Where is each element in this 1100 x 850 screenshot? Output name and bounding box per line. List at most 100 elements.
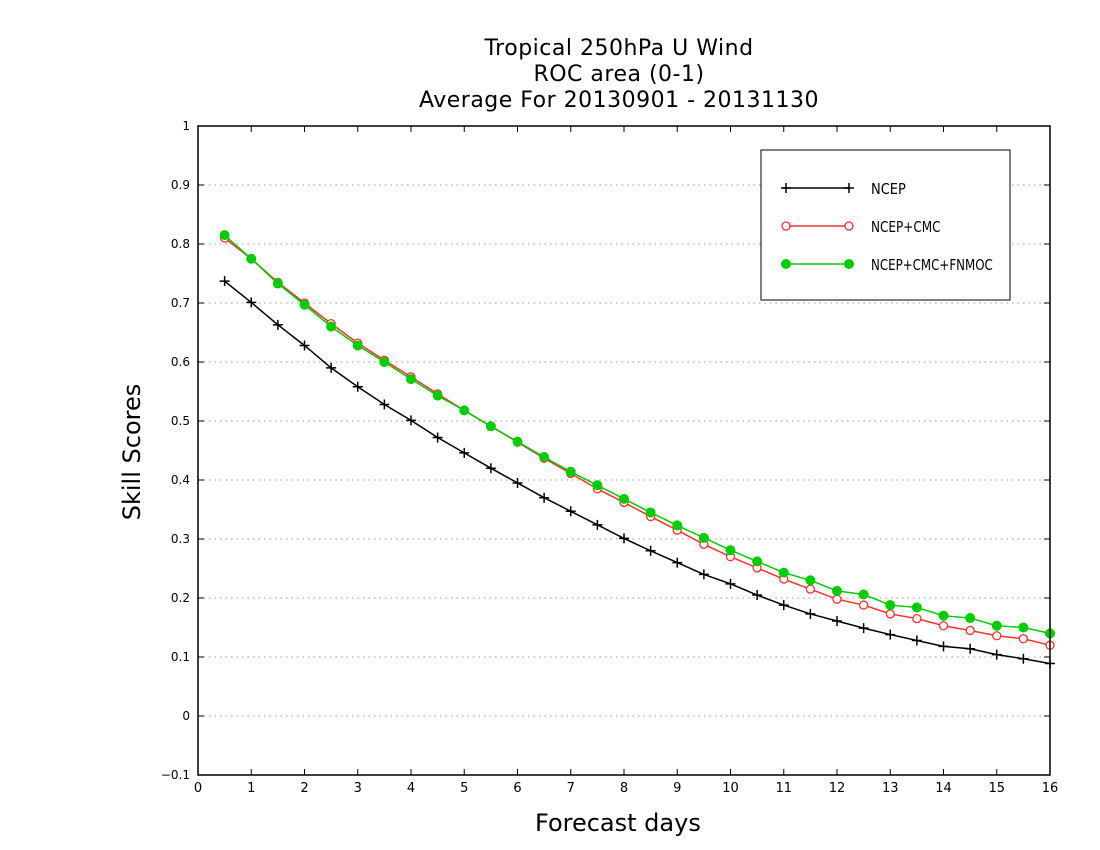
x-axis-title: Forecast days (535, 809, 701, 837)
data-point (512, 477, 523, 488)
x-tick-label: 8 (620, 781, 628, 796)
x-tick-label: 13 (882, 781, 899, 796)
x-tick-label: 14 (935, 781, 952, 796)
data-point (672, 520, 683, 531)
x-tick-label: 2 (300, 781, 308, 796)
data-point (326, 362, 337, 373)
data-point (592, 519, 603, 530)
data-point (778, 567, 789, 578)
data-point (778, 600, 789, 611)
data-point (698, 532, 709, 543)
x-tick-label: 1 (247, 781, 255, 796)
data-point (352, 381, 363, 392)
data-point (911, 635, 922, 646)
x-tick-label: 10 (722, 781, 739, 796)
data-point (805, 575, 816, 586)
data-point (938, 610, 949, 621)
data-point (246, 297, 257, 308)
data-point (911, 602, 922, 613)
y-tick-label: 0.4 (171, 473, 190, 487)
data-point (1018, 653, 1029, 664)
data-point (485, 463, 496, 474)
legend-marker (844, 221, 854, 231)
data-point (805, 584, 816, 594)
data-point (352, 340, 363, 351)
data-point (379, 399, 390, 410)
data-point (565, 506, 576, 517)
x-tick-label: 3 (354, 781, 362, 796)
data-point (406, 415, 416, 426)
legend-label: NCEP (871, 180, 906, 198)
data-point (672, 557, 683, 568)
data-point (885, 600, 896, 611)
legend-marker (844, 183, 854, 193)
data-point (912, 614, 922, 624)
data-point (938, 641, 949, 652)
legend-marker (781, 183, 791, 193)
x-tick-label: 7 (567, 781, 575, 796)
data-point (885, 609, 895, 619)
y-tick-label: 0.1 (171, 650, 190, 664)
data-point (299, 299, 310, 310)
data-point (539, 451, 550, 462)
data-point (1018, 622, 1029, 633)
legend-label: NCEP+CMC (871, 218, 941, 236)
legend-marker (781, 221, 791, 231)
y-tick-label: 0.3 (171, 532, 190, 546)
data-point (858, 589, 869, 600)
data-point (991, 620, 1002, 631)
data-point (832, 616, 842, 627)
data-point (459, 405, 470, 416)
data-point (406, 374, 416, 385)
data-point (592, 480, 603, 491)
data-point (219, 276, 230, 287)
series-line (224, 280, 1051, 665)
x-tick-label: 4 (407, 781, 415, 796)
y-tick-label: 1 (182, 119, 190, 133)
data-point (885, 629, 896, 640)
y-tick-label: 0.7 (171, 296, 190, 310)
data-point (832, 585, 842, 596)
x-tick-label: 9 (673, 781, 681, 796)
data-point (299, 340, 310, 351)
series-lines (219, 230, 1055, 669)
data-point (379, 357, 390, 367)
data-point (326, 321, 337, 332)
plot-frame (197, 125, 1051, 776)
y-tick-label: 0.5 (171, 414, 190, 428)
y-tick-label: 0 (182, 709, 190, 723)
chart-title-line-1: Tropical 250hPa U Wind (484, 36, 754, 61)
data-point (432, 390, 443, 401)
data-point (752, 590, 763, 601)
data-point (805, 608, 816, 619)
chart-title-line-3: Average For 20130901 - 20131130 (418, 88, 820, 113)
series-ncep-cmc-fnmoc (219, 230, 1055, 639)
data-point (992, 631, 1002, 641)
data-point (832, 594, 842, 604)
x-tick-label: 16 (1042, 781, 1059, 796)
data-point (1018, 634, 1029, 644)
data-point (965, 613, 976, 624)
data-point (619, 493, 629, 504)
y-tick-label: 0.9 (171, 178, 190, 192)
data-point (965, 643, 976, 654)
data-point (725, 545, 736, 556)
series-ncep (219, 276, 1055, 669)
y-tick-label: 0.8 (171, 237, 190, 251)
y-tick-label: 0.2 (171, 591, 190, 605)
data-point (725, 578, 736, 589)
chart-title-line-2: ROC area (0-1) (533, 62, 705, 87)
legend-marker (844, 259, 854, 269)
data-point (698, 569, 709, 580)
data-point (539, 492, 550, 503)
axis-ticks: −0.100.10.20.30.40.50.60.70.80.910 1 2 3 4 5 6… (161, 119, 1058, 796)
data-point (272, 278, 283, 289)
data-point (752, 556, 763, 567)
data-point (858, 623, 869, 634)
data-point (432, 432, 443, 443)
x-tick-label: 11 (775, 781, 792, 796)
data-point (645, 507, 656, 518)
data-point (246, 253, 257, 264)
x-tick-label: 0 (194, 781, 202, 796)
